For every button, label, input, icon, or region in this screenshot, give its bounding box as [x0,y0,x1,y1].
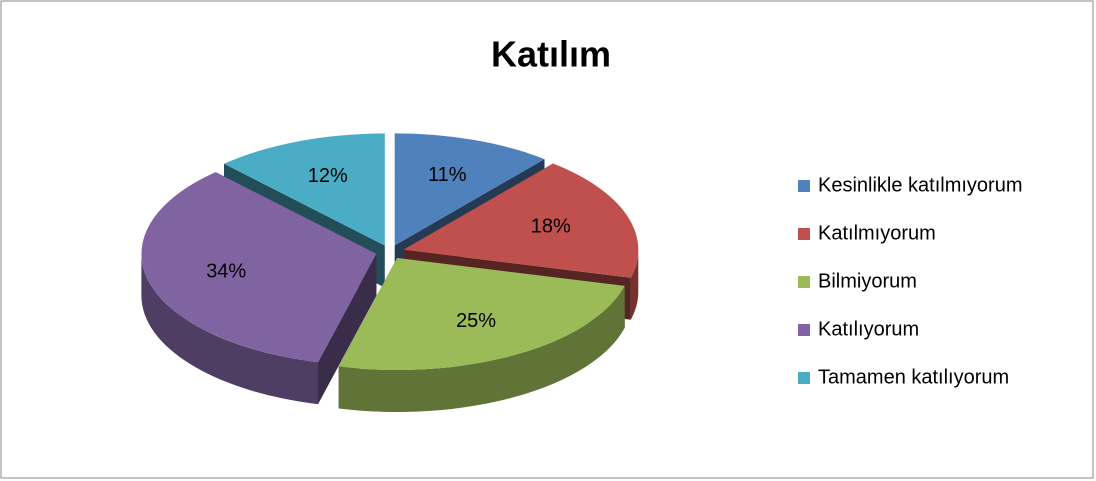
slice-top [224,133,385,246]
legend-label: Katılmıyorum [818,222,936,244]
legend-swatch [798,276,810,288]
data-label: 11% [428,164,467,186]
slice-wall [141,253,318,405]
legend-label: Kesinlikle katılmıyorum [818,174,1023,196]
slice-top [338,258,625,371]
legend-swatch [798,228,810,240]
slice-top [394,133,545,246]
slice: 25% [338,258,625,413]
data-label: 12% [308,165,348,187]
legend-label: Tamamen katılıyorum [818,366,1009,388]
legend-swatch [798,324,810,336]
slice: 34% [141,172,377,405]
legend-label: Katılıyorum [818,318,919,340]
legend-swatch [798,372,810,384]
legend-label: Bilmiyorum [818,270,917,292]
slice-wall [338,285,625,413]
data-label: 18% [531,215,571,237]
slice-top [141,172,377,363]
slice-wall [630,249,639,320]
slice-side [318,253,377,405]
chart-title: Katılım [491,34,611,75]
data-label: 25% [456,310,496,332]
legend-swatch [798,180,810,192]
data-label: 34% [206,260,246,282]
slice-top [403,163,639,278]
